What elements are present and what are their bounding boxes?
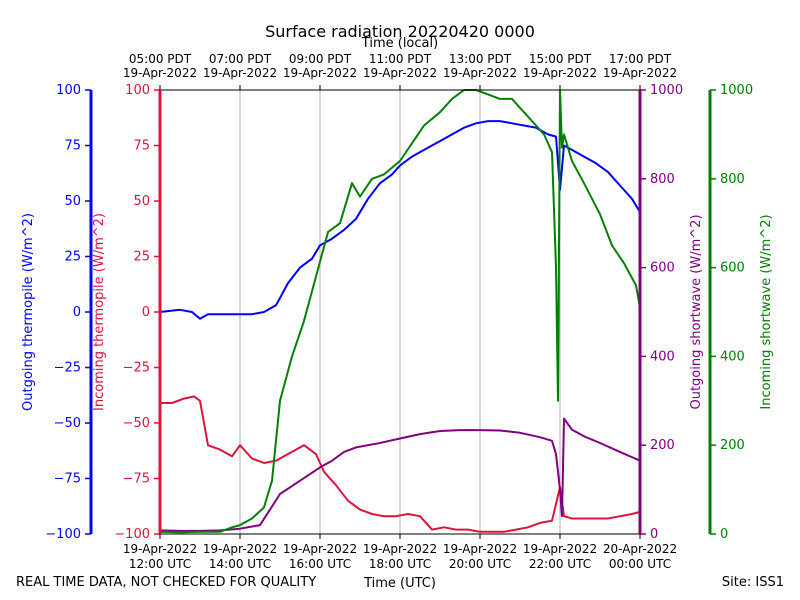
series-group <box>159 89 641 534</box>
x-tick-bottom-date: 19-Apr-2022 <box>203 542 277 556</box>
outgoing_thermopile-tick-label: 50 <box>64 194 81 209</box>
x-tick-bottom-time: 12:00 UTC <box>129 557 191 571</box>
x-tick-top-date: 19-Apr-2022 <box>123 66 197 80</box>
outgoing_thermopile-tick-label: −25 <box>54 361 81 376</box>
series-line-incoming_shortwave <box>159 89 641 534</box>
incoming_shortwave-axis-label: Incoming shortwave (W/m^2) <box>759 214 774 409</box>
outgoing_thermopile-tick-label: −75 <box>54 472 81 487</box>
outgoing_thermopile-tick-label: −50 <box>54 416 81 431</box>
x-tick-top-date: 19-Apr-2022 <box>283 66 357 80</box>
incoming_thermopile-tick-label: 75 <box>133 139 150 154</box>
x-tick-bottom-time: 20:00 UTC <box>449 557 511 571</box>
x-tick-bottom-date: 19-Apr-2022 <box>283 542 357 556</box>
x-tick-top-time: 17:00 PDT <box>609 52 672 66</box>
outgoing_thermopile-tick-label: 25 <box>64 250 81 265</box>
x-tick-top-time: 11:00 PDT <box>369 52 432 66</box>
incoming_shortwave-tick-label: 200 <box>720 438 745 453</box>
x-tick-top-time: 07:00 PDT <box>209 52 272 66</box>
incoming_thermopile-tick-label: 100 <box>125 83 150 98</box>
incoming_shortwave-tick-label: 0 <box>720 527 728 542</box>
incoming_shortwave-tick-label: 400 <box>720 349 745 364</box>
x-tick-bottom-time: 00:00 UTC <box>609 557 671 571</box>
outgoing_thermopile-tick-label: 75 <box>64 139 81 154</box>
x-tick-bottom-date: 19-Apr-2022 <box>523 542 597 556</box>
series-line-outgoing_thermopile <box>159 120 641 320</box>
x-tick-top-time: 15:00 PDT <box>529 52 592 66</box>
x-tick-bottom-date: 20-Apr-2022 <box>603 542 677 556</box>
incoming_thermopile-tick-label: −100 <box>114 527 150 542</box>
outgoing_shortwave-tick-label: 400 <box>650 349 675 364</box>
x-tick-bottom-time: 18:00 UTC <box>369 557 431 571</box>
x-tick-bottom-date: 19-Apr-2022 <box>363 542 437 556</box>
x-tick-top-date: 19-Apr-2022 <box>203 66 277 80</box>
incoming_thermopile-tick-label: 0 <box>142 305 150 320</box>
x-tick-bottom-time: 22:00 UTC <box>529 557 591 571</box>
outgoing_thermopile-axis-label: Outgoing thermopile (W/m^2) <box>21 213 36 411</box>
incoming_thermopile-tick-label: −50 <box>123 416 150 431</box>
x-tick-top-time: 05:00 PDT <box>129 52 192 66</box>
x-tick-top-date: 19-Apr-2022 <box>603 66 677 80</box>
outgoing_shortwave-tick-label: 600 <box>650 261 675 276</box>
x-tick-bottom-time: 14:00 UTC <box>209 557 271 571</box>
outgoing_shortwave-tick-label: 200 <box>650 438 675 453</box>
incoming_thermopile-tick-label: −75 <box>123 472 150 487</box>
incoming_shortwave-tick-label: 800 <box>720 172 745 187</box>
x-axis-label: Time (UTC) <box>364 576 436 591</box>
outgoing_thermopile-tick-label: 0 <box>73 305 81 320</box>
series-line-outgoing_shortwave <box>159 417 641 532</box>
x-tick-top-date: 19-Apr-2022 <box>363 66 437 80</box>
x-tick-top-time: 09:00 PDT <box>289 52 352 66</box>
x-axis-top-label: Time (local) <box>361 36 438 51</box>
axes-group: −100 −75 −50 −25 0 25 50 75 100 Outgoing thermopi… <box>21 83 774 542</box>
x-tick-bottom-date: 19-Apr-2022 <box>443 542 517 556</box>
site-label: Site: ISS1 <box>721 575 784 590</box>
x-tick-bottom-time: 16:00 UTC <box>289 557 351 571</box>
incoming_thermopile-tick-label: 50 <box>133 194 150 209</box>
incoming_thermopile-tick-label: 25 <box>133 250 150 265</box>
x-tick-top-date: 19-Apr-2022 <box>523 66 597 80</box>
outgoing_thermopile-tick-label: 100 <box>56 83 81 98</box>
incoming_shortwave-tick-label: 600 <box>720 261 745 276</box>
chart-title: Surface radiation 20220420 0000 <box>265 22 535 41</box>
grid-lines <box>239 90 561 534</box>
incoming_shortwave-tick-label: 1000 <box>720 83 753 98</box>
x-tick-top-date: 19-Apr-2022 <box>443 66 517 80</box>
quality-note: REAL TIME DATA, NOT CHECKED FOR QUALITY <box>16 575 317 590</box>
outgoing_shortwave-axis-label: Outgoing shortwave (W/m^2) <box>689 214 704 409</box>
incoming_thermopile-tick-label: −25 <box>123 361 150 376</box>
outgoing_shortwave-tick-label: 800 <box>650 172 675 187</box>
outgoing_shortwave-tick-label: 0 <box>650 527 658 542</box>
x-tick-bottom-date: 19-Apr-2022 <box>123 542 197 556</box>
x-tick-top-time: 13:00 PDT <box>449 52 512 66</box>
outgoing_shortwave-tick-label: 1000 <box>650 83 683 98</box>
outgoing_thermopile-tick-label: −100 <box>45 527 81 542</box>
incoming_thermopile-axis-label: Incoming thermopile (W/m^2) <box>92 213 107 411</box>
